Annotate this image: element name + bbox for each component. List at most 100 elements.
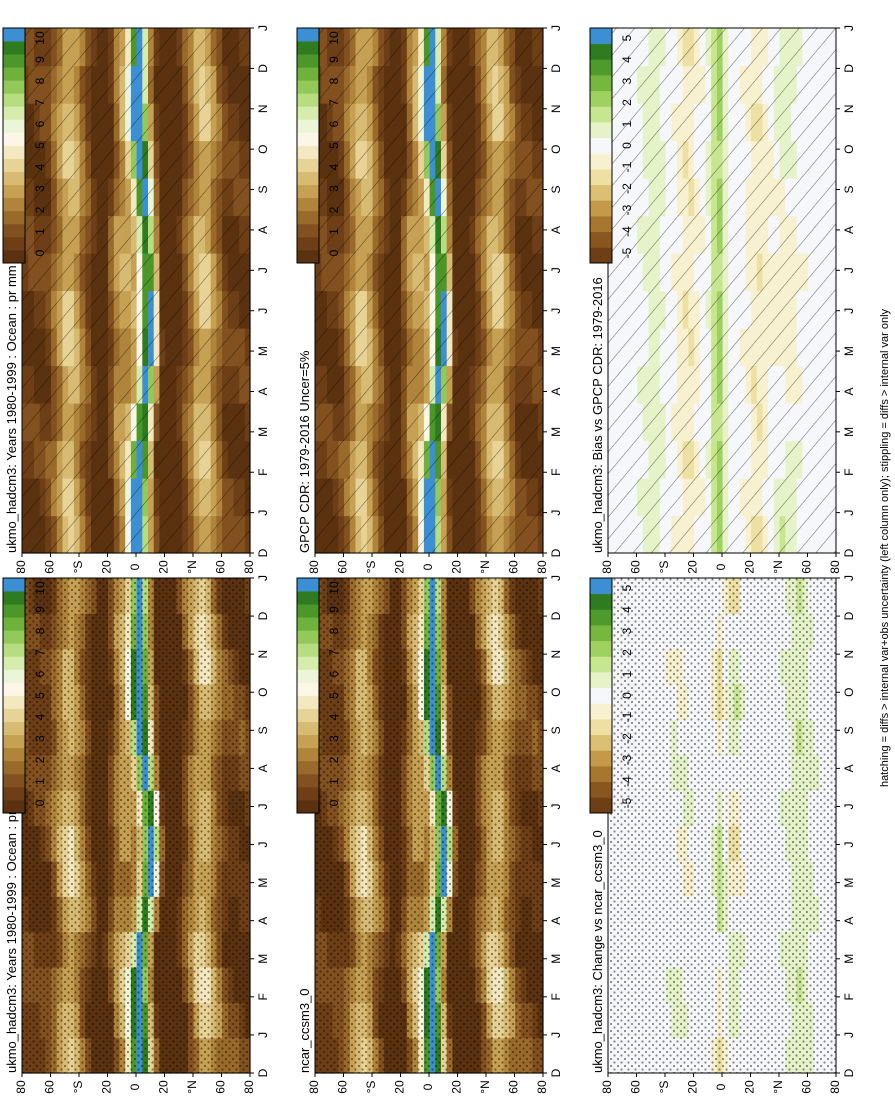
- month-tick-label: J: [549, 575, 563, 581]
- panel-title: ncar_ccsm3_0: [297, 988, 312, 1073]
- colorbar-tick-label: 2: [33, 756, 47, 763]
- colorbar-tick-label: 10: [33, 31, 47, 45]
- colorbar-swatch: [3, 786, 25, 801]
- colorbar-swatch: [297, 28, 319, 42]
- colorbar-tick-label: 2: [327, 756, 341, 763]
- colorbar-swatch: [297, 604, 319, 618]
- colorbar-swatch: [3, 773, 25, 788]
- latitude-tick-label: 0: [421, 1083, 435, 1090]
- colorbar-tick-label: 4: [327, 713, 341, 720]
- latitude-tick-label: 80: [828, 560, 842, 574]
- colorbar-tick-label: 6: [33, 120, 47, 127]
- colorbar-swatch: [3, 197, 25, 212]
- colorbar-tick-label: 9: [33, 56, 47, 63]
- colorbar-tick-label: -2: [620, 183, 634, 194]
- panel-2: DJFMAMJJASONDJ8060°N20020°S6080ukmo_hadc…: [2, 575, 270, 1094]
- colorbar-swatch: [590, 750, 612, 767]
- month-tick-label: A: [256, 764, 270, 772]
- colorbar-tick-label: 3: [33, 735, 47, 742]
- month-tick-labels: D J F M A M J J A S O N D J: [836, 25, 856, 557]
- colorbar-swatch: [3, 249, 25, 264]
- latitude-tick-label: °S: [657, 561, 671, 574]
- latitude-tick-labels: 80 60 °N 20 0 20 °S 60 80: [307, 553, 549, 574]
- month-tick-label: A: [256, 226, 270, 234]
- colorbar-swatch: [590, 247, 612, 264]
- colorbar-tick-label: -2: [620, 733, 634, 744]
- month-tick-label: S: [842, 186, 856, 194]
- colorbar-swatch: [3, 669, 25, 683]
- latitude-tick-label: 20: [450, 560, 464, 574]
- colorbar: 5 4 3 2 1 0 -1 -2 -3 -4 -5: [589, 27, 634, 264]
- month-tick-label: J: [549, 510, 563, 516]
- colorbar-tick-label: 8: [33, 627, 47, 634]
- latitude-tick-label: 20: [743, 560, 757, 574]
- colorbar-swatch: [3, 695, 25, 709]
- latitude-tick-label: 20: [686, 1080, 700, 1094]
- panel-title: GPCP CDR: 1979-2016 Uncer=5%: [297, 350, 312, 553]
- colorbar-swatch: [590, 216, 612, 233]
- month-tick-label: N: [549, 104, 563, 113]
- panel-title-text: ukmo_hadcm3: Bias vs GPCP CDR: 1979-2016: [590, 277, 605, 553]
- colorbar-tick-label: 7: [33, 649, 47, 656]
- month-tick-label: F: [549, 469, 563, 476]
- latitude-tick-label: 80: [307, 560, 321, 574]
- colorbar-swatch: [590, 231, 612, 248]
- colorbar-swatch: [590, 169, 612, 186]
- colorbar-swatch: [3, 171, 25, 186]
- colorbar-swatch: [297, 106, 319, 120]
- colorbar-swatch: [3, 28, 25, 42]
- month-tick-label: M: [256, 954, 270, 964]
- latitude-tick-label: 80: [535, 1080, 549, 1094]
- colorbar-swatch: [590, 578, 612, 595]
- colorbar-swatch: [297, 773, 319, 788]
- month-tick-label: J: [549, 1032, 563, 1038]
- colorbar-tick-label: -5: [620, 247, 634, 258]
- figure-caption: hatching = diffs > internal var+obs unce…: [879, 308, 891, 787]
- colorbar: 5 4 3 2 1 0 -1 -2 -3 -4 -5: [589, 577, 634, 814]
- colorbar-swatch: [3, 747, 25, 762]
- colorbar-swatch: [590, 766, 612, 783]
- colorbar-tick-label: 3: [33, 185, 47, 192]
- hatching-overlay: [22, 28, 250, 553]
- colorbar-swatch: [297, 786, 319, 801]
- colorbar-tick-label: 0: [327, 249, 341, 256]
- colorbar-swatch: [297, 578, 319, 592]
- month-tick-label: J: [549, 25, 563, 31]
- month-tick-label: M: [842, 878, 856, 888]
- month-tick-label: D: [256, 548, 270, 557]
- month-tick-labels: D J F M A M J J A S O N D J: [543, 575, 563, 1077]
- colorbar-swatch: [3, 643, 25, 657]
- stippling-overlay: [22, 578, 250, 1073]
- colorbar-swatch: [3, 93, 25, 107]
- month-tick-label: D: [549, 548, 563, 557]
- month-tick-label: M: [549, 878, 563, 888]
- month-tick-label: J: [256, 308, 270, 314]
- month-tick-label: J: [842, 267, 856, 273]
- latitude-tick-label: 20: [450, 1080, 464, 1094]
- colorbar-swatch: [297, 617, 319, 631]
- colorbar-swatch: [3, 119, 25, 133]
- latitude-tick-label: 20: [743, 1080, 757, 1094]
- month-tick-label: D: [256, 64, 270, 73]
- latitude-tick-label: 80: [600, 1080, 614, 1094]
- latitude-tick-label: °S: [364, 1081, 378, 1094]
- month-tick-label: O: [549, 688, 563, 697]
- latitude-tick-label: °N: [478, 560, 492, 573]
- latitude-tick-label: 80: [14, 560, 28, 574]
- colorbar-swatch: [590, 640, 612, 657]
- colorbar-swatch: [590, 28, 612, 45]
- colorbar-tick-label: 3: [327, 735, 341, 742]
- month-tick-label: S: [549, 726, 563, 734]
- month-tick-label: D: [549, 611, 563, 620]
- colorbar-swatch: [297, 41, 319, 55]
- colorbar-tick-label: 2: [327, 206, 341, 213]
- latitude-tick-label: 60: [336, 560, 350, 574]
- colorbar-tick-label: 4: [620, 56, 634, 63]
- latitude-tick-label: 0: [714, 563, 728, 570]
- latitude-tick-label: 20: [157, 560, 171, 574]
- month-tick-label: A: [549, 917, 563, 925]
- colorbar-swatch: [297, 184, 319, 199]
- colorbar-swatch: [297, 734, 319, 749]
- month-tick-label: A: [549, 387, 563, 395]
